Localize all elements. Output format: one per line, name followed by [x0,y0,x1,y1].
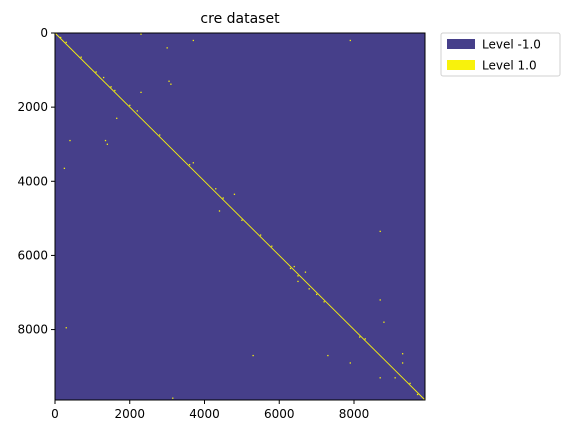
heatmap-point [215,188,217,190]
heatmap-point [192,39,194,42]
heatmap-point [188,164,191,166]
legend-label-level-neg1: Level -1.0 [482,38,541,52]
y-tick-label: 6000 [17,248,48,262]
y-tick-label: 0 [40,26,48,40]
heatmap-point [409,382,411,385]
heatmap-point [259,234,262,236]
plot-area [54,32,426,401]
heatmap-point [327,354,329,357]
y-tick-label: 8000 [17,323,48,337]
heatmap-point [297,275,299,277]
heatmap-point [379,377,381,379]
heatmap-point [349,39,351,42]
heatmap-point [304,271,307,273]
heatmap-point [379,299,381,301]
heatmap-point [379,230,381,233]
x-tick-label: 6000 [264,407,295,421]
heatmap-point [349,362,351,364]
heatmap-point [136,110,138,112]
legend-label-level-pos1: Level 1.0 [482,59,537,73]
heatmap-point [129,104,131,106]
heatmap-point [159,134,161,136]
heatmap-point [60,36,62,39]
heatmap-point [401,362,404,364]
heatmap-point [192,162,194,164]
chart-title: cre dataset [200,11,280,27]
plot-frame [54,32,426,401]
heatmap-point [233,193,236,195]
heatmap-point [252,354,254,357]
y-tick-label: 2000 [17,100,48,114]
heatmap-point [316,293,318,296]
legend: Level -1.0 Level 1.0 [440,32,561,77]
legend-swatch-level-pos1 [447,60,475,70]
heatmap-point [172,397,174,399]
heatmap-point [106,143,109,145]
heatmap-point [358,336,361,338]
heatmap-point [168,80,170,82]
heatmap-point [416,393,419,396]
heatmap-point [323,301,325,303]
legend-swatch-level-neg1 [447,39,475,49]
heatmap-point [308,288,310,290]
heatmap-point [65,41,67,43]
x-tick-label: 0 [51,407,59,421]
heatmap-point [110,86,112,88]
x-tick-label: 2000 [114,407,145,421]
y-tick-label: 4000 [17,174,48,188]
heatmap-point [401,353,404,355]
x-tick-label: 4000 [189,407,220,421]
heatmap-point [241,219,243,221]
heatmap-point [69,139,71,142]
heatmap-point [289,267,292,270]
heatmap-point [166,47,168,49]
heatmap-point [65,327,67,329]
heatmap-point [63,167,66,170]
heatmap-point [271,245,273,247]
x-tick-label: 8000 [339,407,370,421]
heatmap-point [218,210,221,212]
heatmap-point [140,91,142,94]
heatmap-point [170,83,172,85]
heatmap-point [104,139,107,142]
heatmap-point [80,56,82,58]
heatmap-point [222,197,224,199]
diagonal-line [54,32,426,401]
heatmap-point [394,377,396,379]
heatmap-point [293,265,295,268]
heatmap-point [140,33,142,35]
heatmap-point [116,117,118,119]
heatmap-point [383,321,385,323]
y-axis: 0 2000 4000 6000 8000 [17,26,55,337]
heatmap-point [95,71,97,73]
x-axis: 0 2000 4000 6000 8000 [51,400,369,421]
heatmap-point [364,338,366,340]
heatmap-point [297,280,299,283]
heatmap-point [102,76,105,79]
heatmap-point [114,89,116,92]
